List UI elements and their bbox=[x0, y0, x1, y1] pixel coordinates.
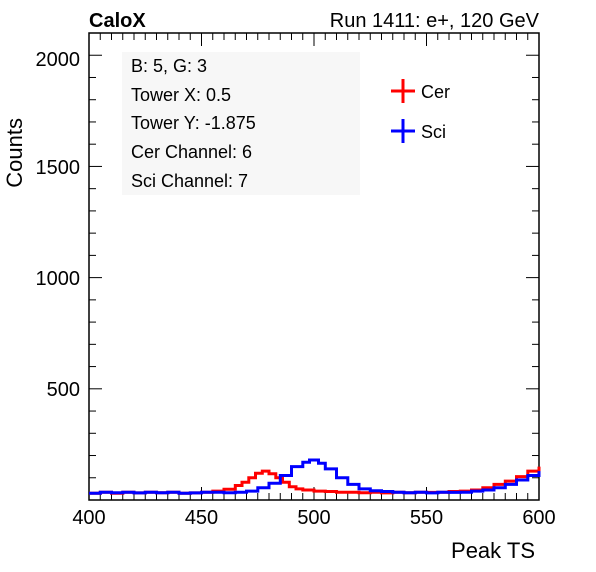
info-line-sci-channel: Sci Channel: 7 bbox=[131, 171, 248, 191]
info-line-tower-y: Tower Y: -1.875 bbox=[131, 113, 256, 133]
x-tick-label-550: 550 bbox=[410, 507, 443, 529]
legend-cer-label: Cer bbox=[421, 82, 450, 102]
y-axis-title: Counts bbox=[2, 118, 27, 188]
series-line-sci bbox=[89, 458, 541, 495]
y-tick-labels: 500 1000 1500 2000 bbox=[36, 49, 81, 401]
y-tick-label-2000: 2000 bbox=[36, 49, 81, 71]
x-tick-label-400: 400 bbox=[72, 507, 105, 529]
y-tick-label-500: 500 bbox=[47, 379, 80, 401]
info-box-background bbox=[122, 52, 360, 195]
legend-sci-marker bbox=[391, 119, 415, 143]
x-tick-label-500: 500 bbox=[297, 507, 330, 529]
x-axis-title: Peak TS bbox=[451, 538, 535, 563]
info-box: B: 5, G: 3 Tower X: 0.5 Tower Y: -1.875 … bbox=[122, 52, 360, 195]
series-line-cer bbox=[89, 466, 541, 495]
info-line-cer-channel: Cer Channel: 6 bbox=[131, 142, 252, 162]
y-tick-label-1000: 1000 bbox=[36, 268, 81, 290]
calox-label: CaloX bbox=[89, 10, 146, 32]
series-layer bbox=[89, 458, 541, 495]
x-tick-label-600: 600 bbox=[522, 507, 555, 529]
x-tick-labels: 400 450 500 550 600 bbox=[72, 507, 555, 529]
run-label: Run 1411: e+, 120 GeV bbox=[330, 10, 540, 32]
legend-cer-marker bbox=[391, 79, 415, 103]
info-line-board-group: B: 5, G: 3 bbox=[131, 56, 207, 76]
info-line-tower-x: Tower X: 0.5 bbox=[131, 85, 231, 105]
y-tick-label-1500: 1500 bbox=[36, 157, 81, 179]
x-tick-label-450: 450 bbox=[185, 507, 218, 529]
legend: Cer Sci bbox=[391, 79, 450, 143]
legend-sci-label: Sci bbox=[421, 122, 446, 142]
